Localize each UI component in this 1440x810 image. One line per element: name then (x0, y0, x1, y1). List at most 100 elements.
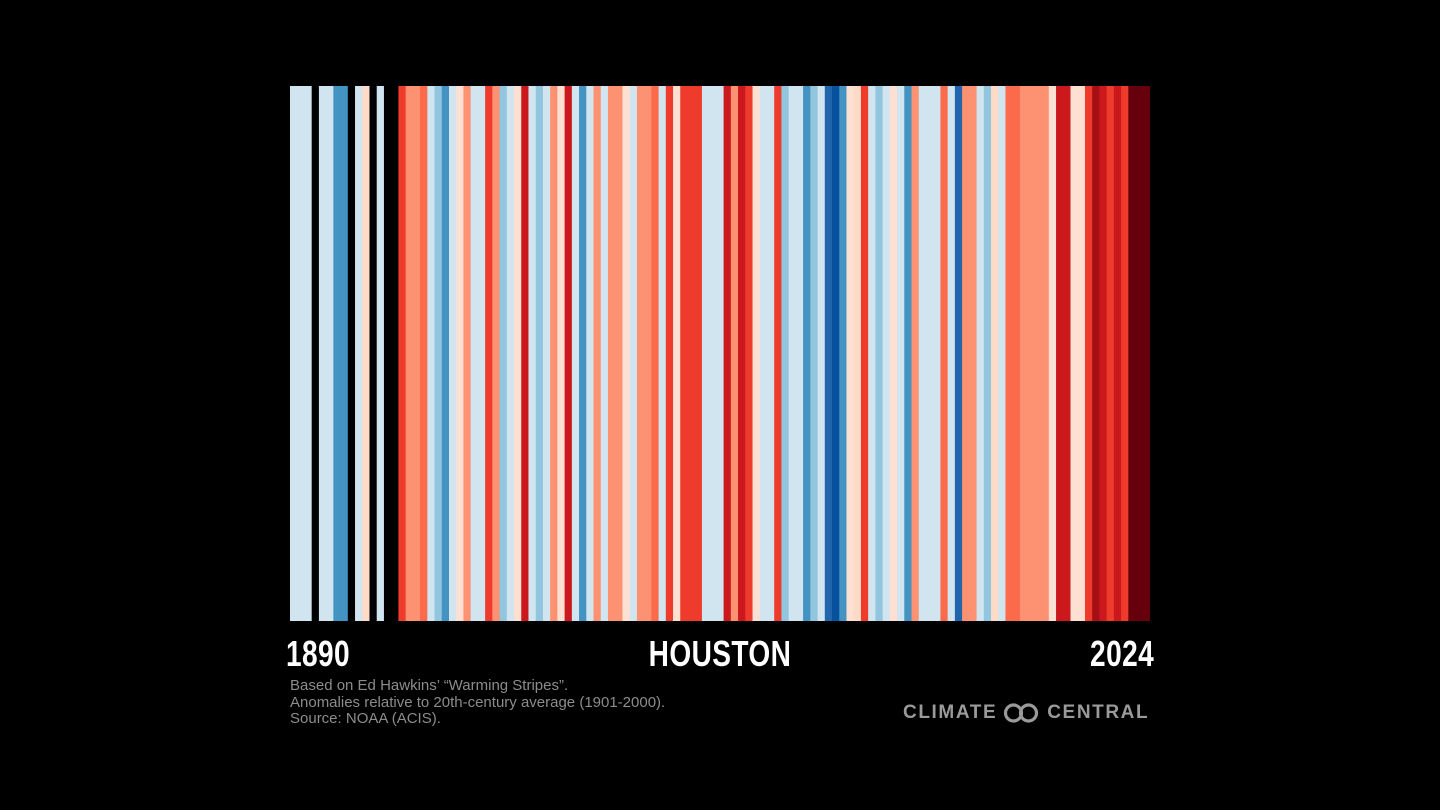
stripe-1999 (1077, 86, 1086, 621)
stripe-1930 (579, 86, 587, 621)
stripe-1943 (673, 86, 681, 621)
stripe-1890 (290, 86, 298, 621)
stripe-1962 (810, 86, 818, 621)
stripe-1951 (730, 86, 739, 621)
stripe-1991 (1019, 86, 1028, 621)
stripe-1977 (918, 86, 927, 621)
stripe-1891 (297, 86, 305, 621)
stripe-2002 (1099, 86, 1107, 621)
stripe-1925 (542, 86, 551, 621)
stripe-1958 (781, 86, 790, 621)
stripe-1963 (817, 86, 826, 621)
stripe-1997 (1063, 86, 1071, 621)
stripe-1894 (318, 86, 327, 621)
stripe-1994 (1041, 86, 1050, 621)
stripe-1978 (925, 86, 934, 621)
stripe-1933 (600, 86, 609, 621)
stripe-1946 (694, 86, 703, 621)
stripe-1976 (911, 86, 920, 621)
stripe-1969 (860, 86, 869, 621)
stripe-1918 (492, 86, 500, 621)
stripe-1924 (535, 86, 544, 621)
stripe-1953 (745, 86, 753, 621)
stripe-1903 (383, 86, 392, 621)
stripe-1935 (615, 86, 623, 621)
stripe-1954 (752, 86, 761, 621)
stripe-1936 (622, 86, 631, 621)
stripe-1980 (940, 86, 948, 621)
climate-central-logo: CLIMATE CENTRAL (903, 700, 1149, 726)
stripe-1927 (557, 86, 565, 621)
stripe-1909 (427, 86, 435, 621)
stripe-1942 (665, 86, 674, 621)
stripe-1989 (1005, 86, 1014, 621)
warming-stripes-chart (290, 86, 1150, 621)
stripe-2001 (1092, 86, 1100, 621)
stripe-1947 (701, 86, 710, 621)
stripe-1937 (629, 86, 638, 621)
stripe-1982 (954, 86, 963, 621)
chart-title: HOUSTON (648, 633, 792, 674)
stripe-1906 (405, 86, 414, 621)
stripe-1920 (506, 86, 515, 621)
stripe-1929 (571, 86, 580, 621)
stripe-1896 (333, 86, 341, 621)
stripe-1892 (304, 86, 313, 621)
stripe-1988 (998, 86, 1006, 621)
stripe-1975 (904, 86, 912, 621)
stripe-1908 (420, 86, 428, 621)
stripe-1960 (795, 86, 804, 621)
stripe-1983 (962, 86, 970, 621)
stripe-1919 (499, 86, 508, 621)
anomaly-note: Anomalies relative to 20th-century avera… (290, 693, 666, 711)
stripe-1898 (347, 86, 356, 621)
stripe-1902 (376, 86, 385, 621)
stripe-1901 (369, 86, 378, 621)
climate-central-logo-icon (1001, 702, 1041, 724)
stripe-1939 (644, 86, 652, 621)
stripe-1904 (391, 86, 399, 621)
stripe-1923 (528, 86, 537, 621)
stripe-1967 (846, 86, 855, 621)
stripe-1965 (832, 86, 840, 621)
stripe-1917 (485, 86, 493, 621)
stripe-1950 (723, 86, 732, 621)
stripe-1944 (680, 86, 688, 621)
stripe-1995 (1048, 86, 1057, 621)
stripe-1972 (882, 86, 891, 621)
stripe-1956 (766, 86, 775, 621)
stripe-1986 (983, 86, 992, 621)
stripe-1992 (1027, 86, 1035, 621)
end-year-label: 2024 (1089, 633, 1154, 674)
stripe-1931 (586, 86, 594, 621)
stripe-2004 (1113, 86, 1122, 621)
stripe-1948 (709, 86, 717, 621)
stripe-2006 (1128, 86, 1136, 621)
stripe-1949 (716, 86, 724, 621)
stripe-1971 (875, 86, 883, 621)
stripe-1914 (463, 86, 472, 621)
stripe-1921 (514, 86, 522, 621)
stripe-1957 (774, 86, 782, 621)
source-note: Source: NOAA (ACIS). (290, 710, 441, 727)
stripe-2003 (1106, 86, 1115, 621)
stripe-1996 (1056, 86, 1064, 621)
stripe-1985 (976, 86, 985, 621)
stripe-1900 (362, 86, 370, 621)
stripe-1945 (687, 86, 696, 621)
stripe-1938 (636, 86, 645, 621)
stripe-1895 (326, 86, 334, 621)
source-notes: Based on Ed Hawkins’ “Warming Stripes”. … (290, 677, 666, 728)
stripe-1916 (477, 86, 486, 621)
stripe-2005 (1121, 86, 1129, 621)
stripe-1968 (853, 86, 862, 621)
stripe-1897 (340, 86, 349, 621)
stripe-1970 (868, 86, 876, 621)
stripe-1893 (311, 86, 320, 621)
stripe-1928 (564, 86, 573, 621)
stripe-1979 (933, 86, 941, 621)
stripe-1905 (398, 86, 406, 621)
stripe-1907 (412, 86, 421, 621)
stripe-1974 (897, 86, 905, 621)
stripe-1911 (441, 86, 450, 621)
